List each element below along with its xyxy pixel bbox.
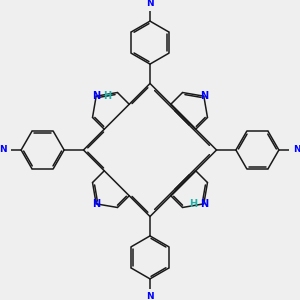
Text: N: N <box>146 292 154 300</box>
Text: N: N <box>200 91 208 101</box>
Text: N: N <box>146 0 154 8</box>
Text: N: N <box>92 199 100 209</box>
Text: N: N <box>293 146 300 154</box>
Text: H: H <box>103 91 111 101</box>
Text: H: H <box>189 199 197 209</box>
Text: N: N <box>200 199 208 209</box>
Text: N: N <box>0 146 7 154</box>
Text: N: N <box>92 91 100 101</box>
